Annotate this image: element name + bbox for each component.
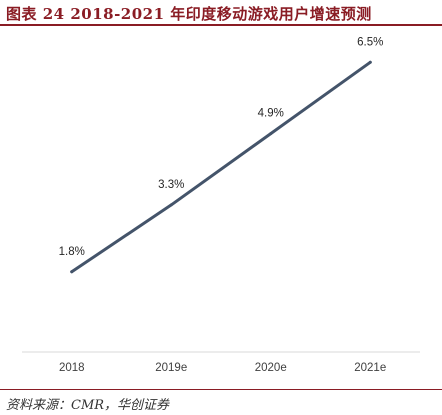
data-label: 4.9% bbox=[258, 108, 284, 120]
series-line bbox=[70, 60, 372, 274]
x-tick-label: 2018 bbox=[59, 362, 85, 374]
chart-area: 2018 2019e 2020e 2021e 1.8% 3.3% 4.9% 6.5% bbox=[0, 26, 442, 388]
data-label: 3.3% bbox=[158, 179, 184, 191]
x-tick-label: 2020e bbox=[255, 362, 287, 374]
x-tick-label: 2019e bbox=[155, 362, 187, 374]
line-chart: 2018 2019e 2020e 2021e 1.8% 3.3% 4.9% 6.5% bbox=[22, 36, 420, 374]
x-tick-label: 2021e bbox=[354, 362, 386, 374]
title-bar: 图表 24 2018-2021 年印度移动游戏用户增速预测 bbox=[0, 0, 442, 26]
data-point bbox=[269, 132, 273, 136]
data-label: 6.5% bbox=[357, 36, 383, 48]
chart-title: 图表 24 2018-2021 年印度移动游戏用户增速预测 bbox=[6, 5, 372, 23]
bottom-rule bbox=[0, 389, 442, 390]
source-note: 资料来源：CMR，华创证券 bbox=[6, 398, 170, 413]
data-label: 1.8% bbox=[59, 246, 85, 258]
data-point bbox=[70, 270, 74, 274]
data-point bbox=[368, 60, 372, 64]
data-point bbox=[169, 203, 173, 207]
